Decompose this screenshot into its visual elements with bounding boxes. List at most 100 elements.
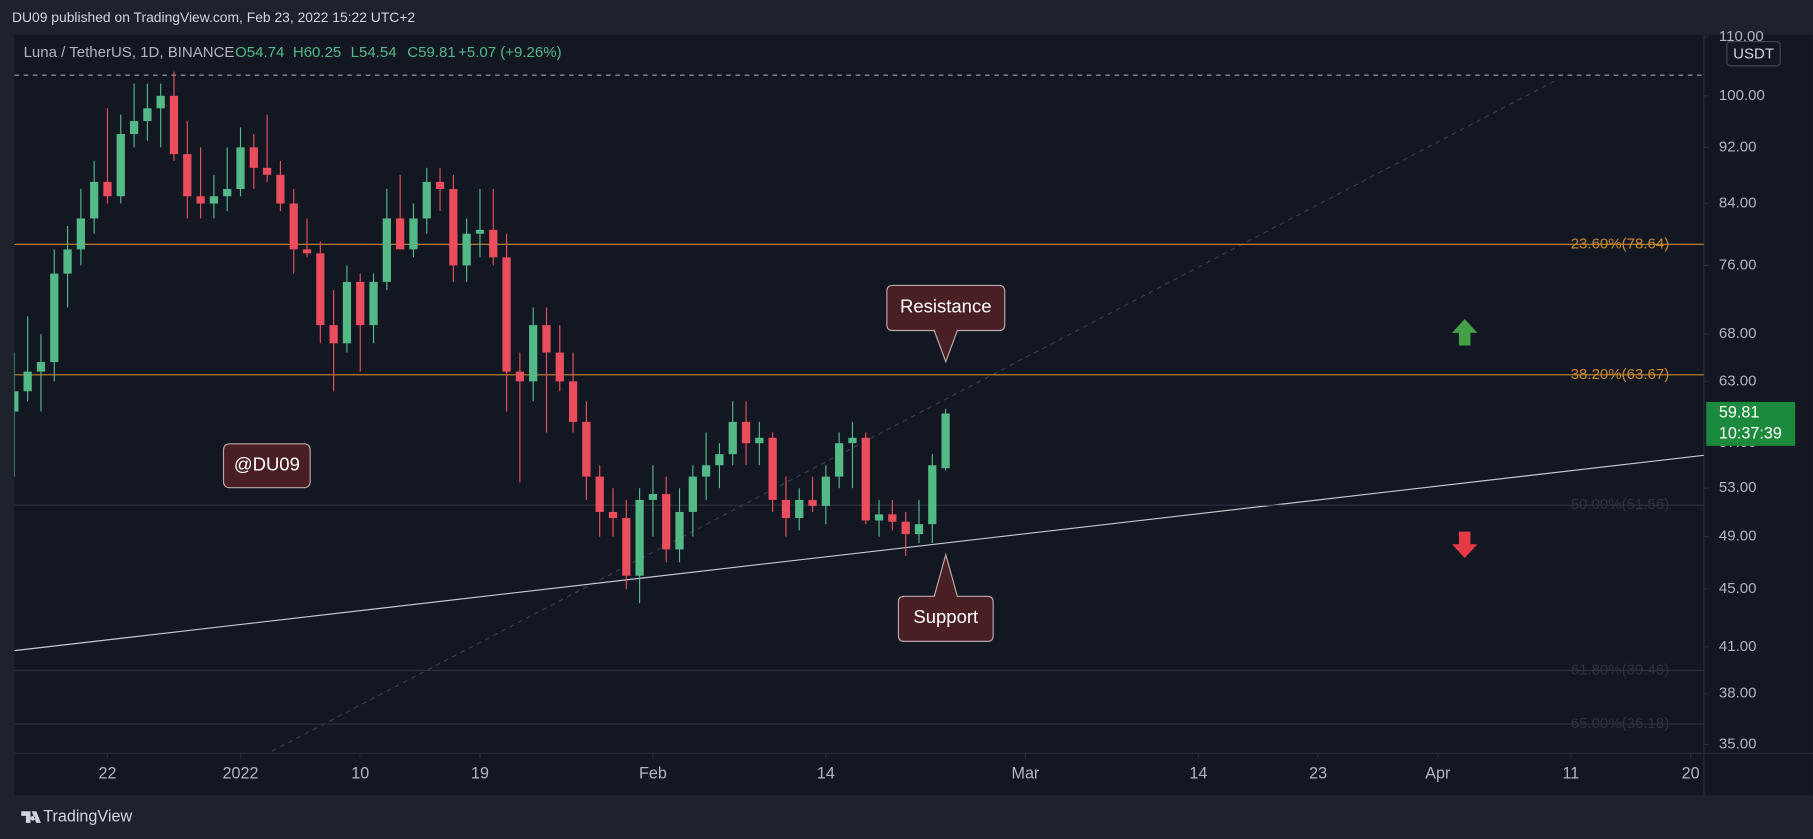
candle-body [635, 499, 644, 576]
candle-body [848, 437, 857, 444]
y-tick-label: 35.00 [1719, 736, 1757, 753]
candle-body [688, 476, 697, 512]
plot-area [14, 34, 1813, 796]
candle-body [262, 167, 272, 175]
x-tick-label: 14 [817, 765, 835, 783]
candle-body [648, 494, 658, 500]
brand-logo [21, 811, 41, 823]
candle-body [236, 147, 245, 190]
countdown: 10:37:39 [1719, 425, 1782, 443]
last-price: 59.81 [1719, 404, 1759, 422]
y-tick-label: 45.00 [1719, 580, 1757, 597]
candle-body [116, 134, 125, 197]
candle-body [143, 108, 152, 122]
x-tick-label: 10 [351, 765, 369, 783]
x-tick-label: 23 [1309, 765, 1327, 783]
y-tick-label: 76.00 [1719, 256, 1757, 273]
candle-body [941, 413, 950, 469]
candle-body [489, 229, 498, 258]
candle-body [835, 443, 844, 477]
candle-body [369, 281, 378, 326]
dotted-trendline [271, 80, 1556, 752]
x-tick-label: Apr [1425, 765, 1451, 783]
candle-body [435, 181, 445, 190]
last-price-badge [1706, 401, 1796, 446]
candle-body [183, 154, 192, 197]
ohlc-low: L54.54 [351, 44, 397, 61]
symbol: Luna / TetherUS, 1D, BINANCE [24, 44, 235, 61]
candle-body [249, 147, 258, 168]
currency: USDT [1733, 45, 1774, 62]
candle-body [529, 325, 538, 382]
published-note: DU09 published on TradingView.com, Feb 2… [12, 9, 415, 25]
x-tick-label: Feb [639, 765, 667, 783]
x-tick-label: 11 [1562, 765, 1579, 783]
candle-body [196, 196, 205, 204]
candle-body [502, 257, 511, 372]
candle-body [462, 233, 471, 266]
callout-box [897, 552, 994, 642]
fib-label: 61.80%(39.46) [1571, 661, 1670, 678]
callout-box [222, 443, 311, 489]
drawings: 23.60%(78.64) 38.20%(63.67) 50.00%(51.56) 6… [14, 74, 1704, 752]
candle-body [928, 465, 937, 525]
ohlc-close: C59.81 [407, 44, 455, 61]
candle-body [276, 174, 285, 204]
candle-body [50, 273, 59, 363]
y-tick-label: 38.00 [1719, 685, 1757, 702]
candle-body [542, 325, 551, 353]
down-arrow [1451, 531, 1478, 559]
candle-body [23, 371, 32, 392]
fib-label: 38.20%(63.67) [1571, 366, 1670, 383]
candle-body [209, 196, 219, 204]
y-tick-label: 68.00 [1719, 325, 1757, 342]
candle-body [595, 476, 604, 512]
candle-body [515, 371, 525, 382]
candle-body [874, 514, 884, 521]
candle-body [768, 437, 777, 500]
candle-body [316, 253, 325, 326]
overlay: Luna / TetherUS, 1D, BINANCE O54.74 H60.… [21, 28, 1796, 825]
candle-body [90, 181, 99, 219]
x-tick-label: 20 [1682, 765, 1700, 783]
callout-box [886, 284, 1006, 364]
candle-body [888, 514, 897, 522]
candle-body [715, 454, 724, 466]
candle-body [781, 499, 791, 519]
ohlc-open: O54.74 [235, 44, 284, 61]
author-label: @DU09 [234, 454, 300, 475]
support-label: Support [913, 606, 978, 627]
candle-body [741, 421, 751, 444]
candle-body [861, 437, 870, 521]
x-tick-label: 2022 [223, 765, 259, 783]
ohlc-high: H60.25 [293, 44, 341, 61]
candle-body [755, 437, 764, 444]
candle-body [675, 511, 684, 550]
fib-label: 50.00%(51.56) [1571, 496, 1670, 513]
fib-label: 23.60%(78.64) [1571, 235, 1670, 252]
candle-body [568, 381, 578, 422]
support-trendline [14, 454, 1704, 652]
candle-body [289, 203, 298, 250]
candle-body [356, 281, 365, 326]
candle-body [302, 249, 312, 254]
candle-body [622, 518, 631, 576]
y-tick-label: 92.00 [1719, 138, 1757, 155]
candles [14, 71, 950, 604]
candle-body [901, 521, 910, 535]
y-tick-label: 110.00 [1719, 28, 1764, 45]
candle-body [582, 421, 591, 477]
candle-body [342, 281, 352, 344]
candle-body [169, 95, 179, 155]
candle-body [156, 95, 165, 109]
candle-body [702, 465, 711, 477]
candle-body [449, 189, 458, 266]
y-tick-label: 41.00 [1719, 638, 1757, 655]
y-tick-label: 49.00 [1719, 528, 1757, 545]
brand: TradingView [43, 807, 132, 825]
candle-body [396, 218, 405, 250]
candle-body [914, 524, 924, 535]
candle-body [103, 181, 112, 197]
fib-label: 65.00%(36.18) [1571, 715, 1670, 732]
